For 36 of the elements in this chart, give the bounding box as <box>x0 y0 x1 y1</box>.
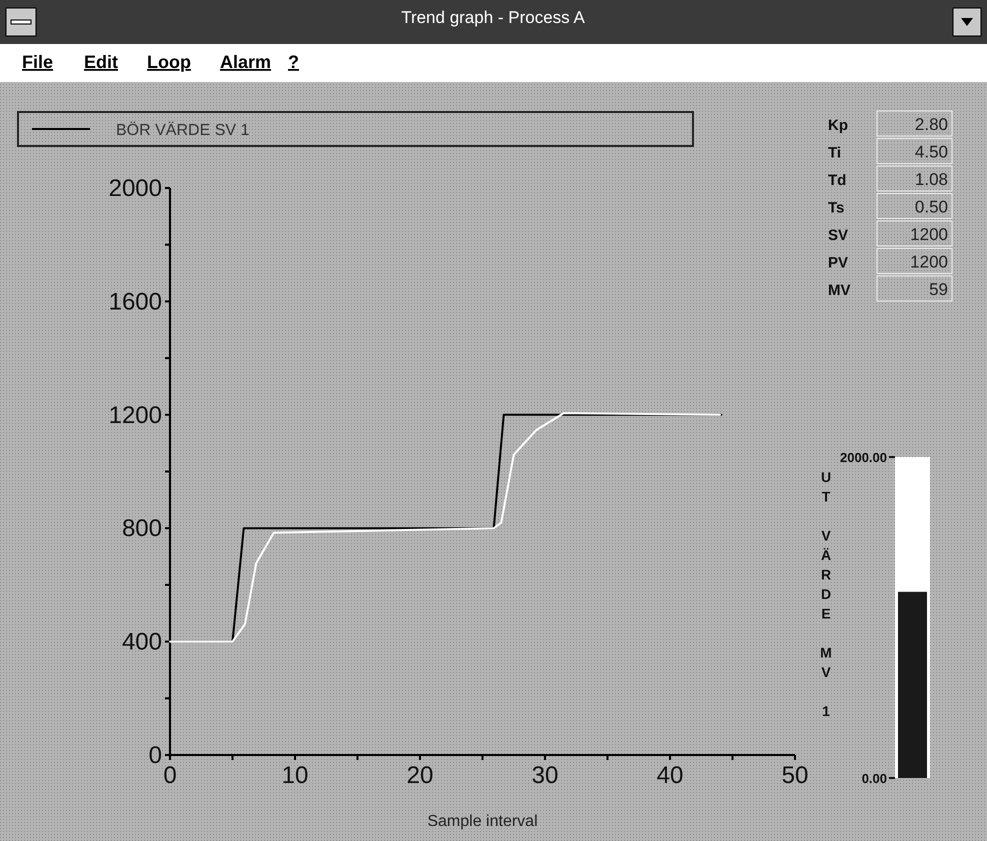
text: UT VÄRDE MV 1 <box>820 469 832 719</box>
text: 1200 <box>910 252 948 272</box>
x-tick-label: 40 <box>656 762 684 789</box>
category-label: SV <box>828 227 848 244</box>
text: File <box>22 52 54 72</box>
text: ? <box>288 52 299 72</box>
text: 1.08 <box>914 170 948 189</box>
y-tick-label: 1200 <box>108 402 162 429</box>
category-label: MV <box>828 282 850 299</box>
text: Edit <box>84 52 118 72</box>
text: Loop <box>147 52 191 72</box>
category-label: Ts <box>828 200 844 216</box>
text: 2.80 <box>914 115 948 134</box>
y-tick-label: 0.00 <box>862 771 887 786</box>
y-tick-label: 2000.00 <box>840 450 887 465</box>
category-label: Ti <box>828 144 842 162</box>
text: 59 <box>929 280 948 299</box>
y-tick-label: 800 <box>122 515 162 542</box>
y-tick-label: 0 <box>148 742 162 769</box>
text: 4.50 <box>914 142 948 162</box>
x-tick-label: 10 <box>282 762 308 789</box>
x-axis-title: Sample interval <box>427 813 538 830</box>
x-tick-label: 30 <box>532 762 558 789</box>
text: 1200 <box>910 225 948 244</box>
category-label: Td <box>828 172 846 189</box>
y-tick-label: 2000 <box>108 175 162 202</box>
y-tick-label: 1600 <box>108 288 162 316</box>
x-tick-label: 20 <box>406 762 434 789</box>
chart-title: Trend graph - Process A <box>401 8 586 27</box>
text: 0.50 <box>914 198 948 216</box>
category-label: PV <box>828 254 848 272</box>
text: Alarm <box>220 52 272 72</box>
x-tick-label: 50 <box>782 762 808 789</box>
category-label: Kp <box>828 117 848 134</box>
y-tick-label: 400 <box>122 628 162 656</box>
legend-label: BÖR VÄRDE SV 1 <box>116 121 250 139</box>
